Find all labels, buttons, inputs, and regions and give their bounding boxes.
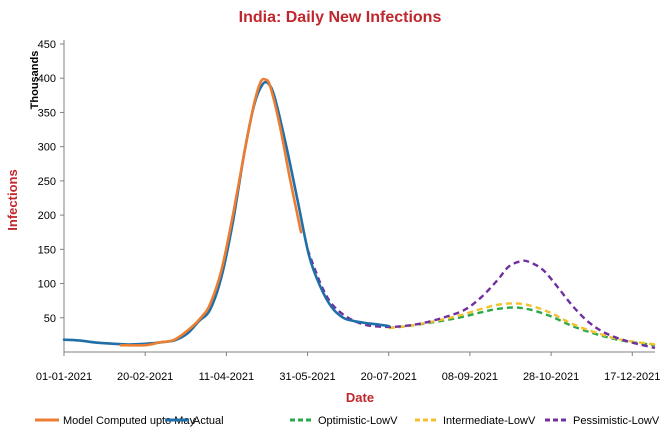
y-tick-label: 300	[38, 142, 56, 154]
series-line-intermediate-lowv	[388, 302, 656, 346]
y-tick-label: 150	[38, 244, 56, 256]
legend-label-pessimistic-lowv: Pessimistic-LowV	[573, 415, 660, 427]
x-axis-label: Date	[346, 390, 374, 405]
x-tick-label: 11-04-2021	[199, 371, 254, 383]
x-tick-label: 20-07-2021	[361, 371, 417, 383]
legend-label-model-computed-upto-may: Model Computed upto May	[63, 415, 196, 427]
y-axis-label: Infections	[5, 169, 20, 230]
series-line-model-computed-upto-may	[119, 77, 303, 347]
chart-title: India: Daily New Infections	[239, 9, 442, 26]
legend-label-optimistic-lowv: Optimistic-LowV	[318, 415, 398, 427]
axes: 50 100 150 200 250 300 350 400 450 01-01-2021 20-0…	[36, 39, 660, 383]
y-tick-label: 50	[44, 313, 56, 325]
series-line-pessimistic-lowv	[306, 248, 656, 350]
legend-label-intermediate-lowv: Intermediate-LowV	[443, 415, 536, 427]
y-axis-units: Thousands	[29, 51, 41, 110]
x-tick-label: 17-12-2021	[604, 371, 660, 383]
plot-area	[62, 77, 656, 350]
x-tick-label: 31-05-2021	[279, 371, 335, 383]
legend-label-actual: Actual	[193, 415, 224, 427]
x-tick-label: 01-01-2021	[36, 371, 92, 383]
x-tick-label: 28-10-2021	[523, 371, 579, 383]
y-tick-label: 100	[38, 279, 56, 291]
x-tick-label: 20-02-2021	[117, 371, 173, 383]
y-tick-label: 400	[38, 73, 56, 85]
y-tick-label: 350	[38, 107, 56, 119]
x-tick-label: 08-09-2021	[442, 371, 498, 383]
y-tick-label: 450	[38, 39, 56, 51]
series-line-actual	[62, 80, 390, 346]
y-tick-label: 200	[38, 210, 56, 222]
y-tick-label: 250	[38, 176, 56, 188]
